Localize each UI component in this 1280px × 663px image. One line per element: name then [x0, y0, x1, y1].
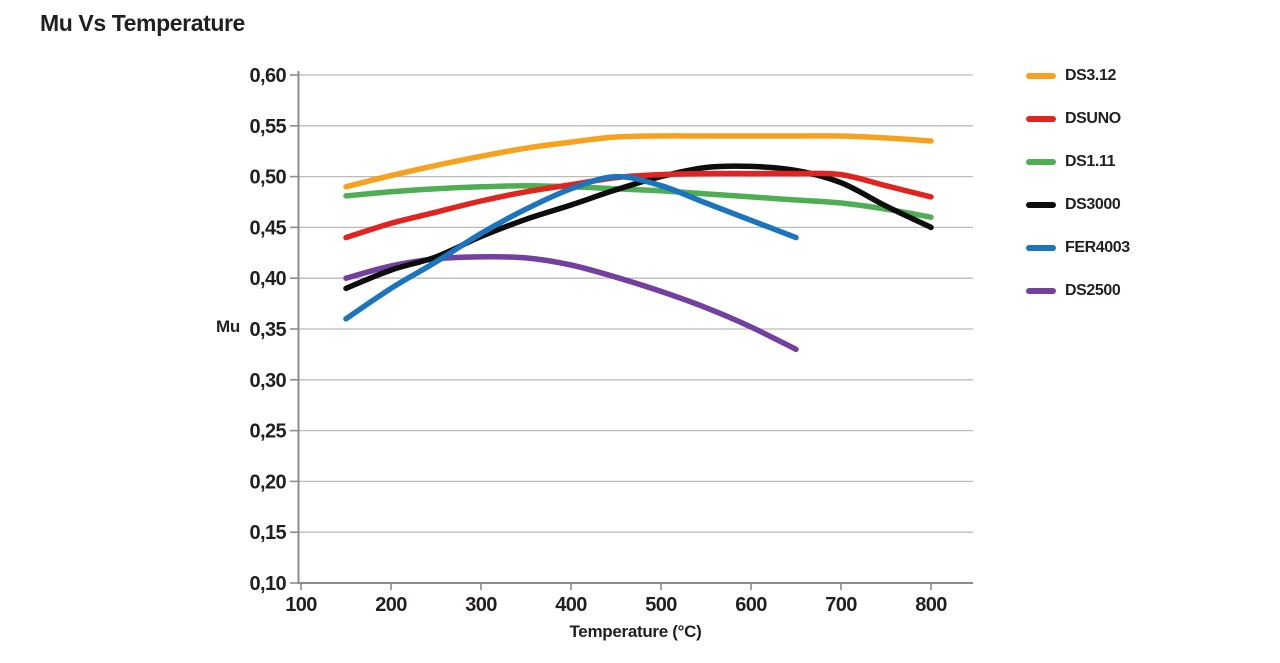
y-tick-label: 0,20 [249, 471, 286, 493]
x-tick-label: 500 [645, 594, 677, 616]
x-tick-label: 200 [375, 594, 407, 616]
legend-swatch-FER4003 [1026, 245, 1056, 251]
x-tick-label: 400 [555, 594, 587, 616]
y-tick-label: 0,30 [249, 370, 286, 392]
series-line-DS3000 [343, 163, 934, 292]
legend-label: DS2500 [1065, 282, 1121, 299]
x-axis-title: Temperature (°C) [569, 622, 701, 641]
chart-title: Mu Vs Temperature [40, 10, 245, 36]
legend-swatch-DS3000 [1026, 202, 1056, 208]
y-tick-label: 0,25 [249, 421, 286, 443]
y-tick-label: 0,40 [249, 268, 286, 290]
chart-legend: DS3.12 DSUNO DS1.11 DS3000 FER4003 DS2500 [1026, 66, 1130, 324]
x-tick-label: 700 [825, 594, 857, 616]
legend-item-DS2500: DS2500 [1026, 281, 1130, 301]
legend-item-FER4003: FER4003 [1026, 238, 1130, 258]
legend-item-DS3.12: DS3.12 [1026, 66, 1130, 86]
y-tick-label: 0,50 [249, 167, 286, 189]
y-tick-label: 0,45 [249, 217, 286, 239]
y-tick-label: 0,15 [249, 522, 286, 544]
legend-label: FER4003 [1065, 239, 1130, 256]
series-line-DS3.12 [343, 133, 934, 190]
series-line-DS1.11 [343, 182, 934, 220]
legend-swatch-DSUNO [1026, 116, 1056, 122]
legend-label: DS3000 [1065, 196, 1121, 213]
legend-item-DS3000: DS3000 [1026, 195, 1130, 215]
y-tick-label: 0,55 [249, 116, 286, 138]
legend-label: DSUNO [1065, 110, 1121, 127]
y-tick-label: 0,10 [249, 573, 286, 595]
legend-item-DS1.11: DS1.11 [1026, 152, 1130, 172]
x-tick-label: 300 [465, 594, 497, 616]
legend-swatch-DS2500 [1026, 288, 1056, 294]
series-line-DS2500 [343, 254, 799, 353]
x-tick-label: 600 [735, 594, 767, 616]
x-tick-label: 100 [285, 594, 317, 616]
legend-label: DS3.12 [1065, 67, 1116, 84]
legend-swatch-DS3.12 [1026, 73, 1056, 79]
y-tick-label: 0,60 [249, 65, 286, 87]
series-line-FER4003 [343, 173, 799, 322]
legend-swatch-DS1.11 [1026, 159, 1056, 165]
series-line-DSUNO [343, 170, 934, 241]
legend-label: DS1.11 [1065, 153, 1116, 170]
y-tick-label: 0,35 [249, 319, 286, 341]
y-axis-title: Mu [216, 317, 240, 336]
x-tick-label: 800 [915, 594, 947, 616]
legend-item-DSUNO: DSUNO [1026, 109, 1130, 129]
